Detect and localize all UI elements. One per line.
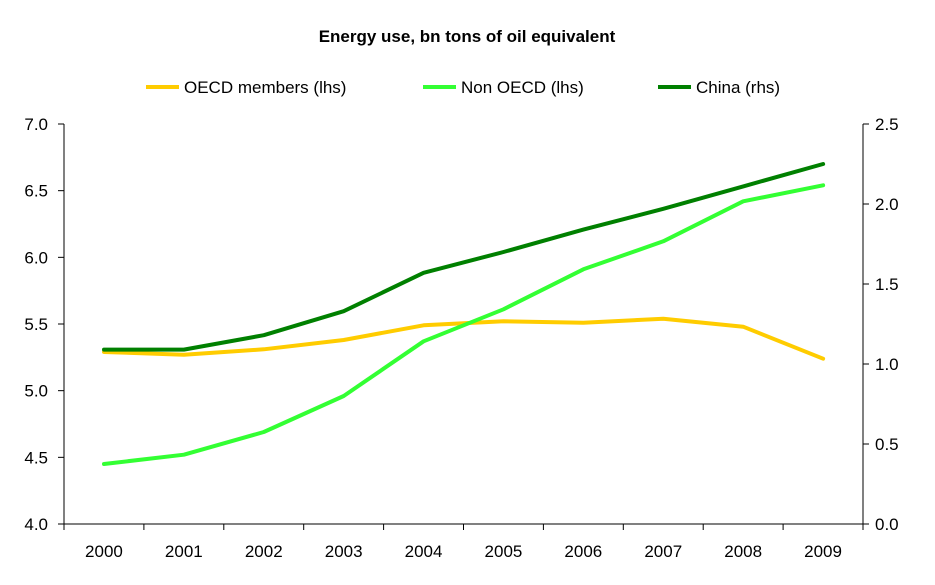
y-right-tick-label: 1.0 [875,355,899,374]
x-tick-label: 2002 [245,542,283,561]
axes: 4.0 4.5 5.0 5.5 6.0 6.5 7.0 0.0 0.5 1.0 1.5 2.0 2.5 2… [24,115,898,561]
x-tick-label: 2001 [165,542,203,561]
legend: OECD members (lhs) Non OECD (lhs) China (r… [146,78,780,97]
y-left-tick-label: 4.5 [24,448,48,467]
y-left-tick-label: 6.0 [24,248,48,267]
x-tick-label: 2004 [405,542,443,561]
x-tick-label: 2006 [564,542,602,561]
y-left-tick-label: 7.0 [24,115,48,134]
series-line-china-rhs [102,162,826,352]
series-line-non-oecd-lhs [102,183,826,466]
x-tick-label: 2005 [485,542,523,561]
x-tick-label: 2008 [724,542,762,561]
y-left-tick-label: 6.5 [24,182,48,201]
y-left-tick-label: 5.5 [24,315,48,334]
legend-label-oecd-members-lhs: OECD members (lhs) [184,78,346,97]
y-left-tick-label: 4.0 [24,515,48,534]
legend-label-china-rhs: China (rhs) [696,78,780,97]
y-right-tick-label: 2.0 [875,195,899,214]
x-tick-label: 2009 [804,542,842,561]
series-lines [102,162,826,466]
x-tick-label: 2007 [644,542,682,561]
x-tick-label: 2000 [85,542,123,561]
x-tick-label: 2003 [325,542,363,561]
legend-label-non-oecd-lhs: Non OECD (lhs) [461,78,584,97]
y-right-tick-label: 1.5 [875,275,899,294]
y-right-tick-label: 0.0 [875,515,899,534]
y-right-tick-label: 0.5 [875,435,899,454]
y-right-tick-label: 2.5 [875,115,899,134]
chart-title: Energy use, bn tons of oil equivalent [319,27,616,46]
y-left-tick-label: 5.0 [24,382,48,401]
